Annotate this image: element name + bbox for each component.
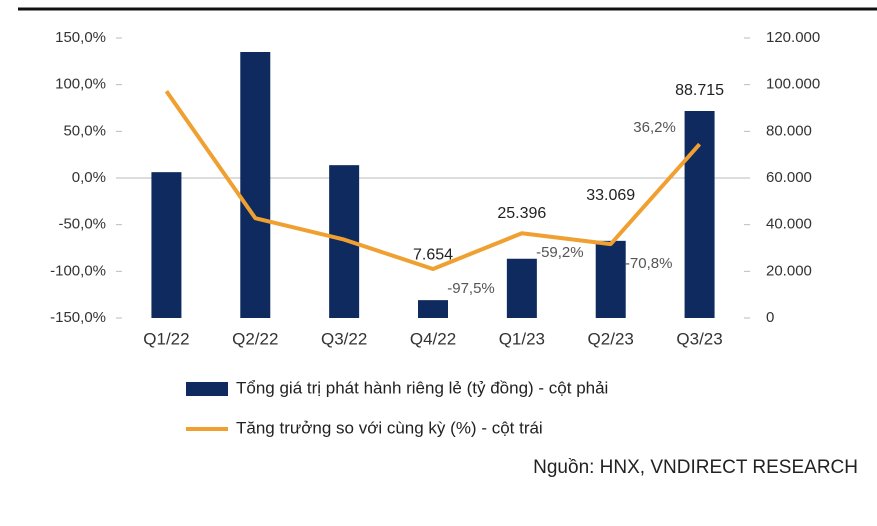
x-tick-label: Q1/22 — [143, 329, 189, 348]
line — [164, 90, 702, 271]
bar — [240, 52, 271, 318]
y-tick-label: -100,0% — [50, 262, 106, 279]
line-label: -70,8% — [625, 255, 673, 272]
x-tick-label: Q1/23 — [499, 329, 545, 348]
y-tick-label: 150,0% — [55, 29, 106, 46]
y-tick-label: -150,0% — [50, 309, 106, 326]
y-tick-label: -50,0% — [58, 216, 106, 233]
y2-tick-label: 80.000 — [766, 122, 812, 139]
x-tick-label: Q3/22 — [321, 329, 367, 348]
x-tick-label: Q3/23 — [676, 329, 722, 348]
y2-tick-label: 0 — [766, 309, 774, 326]
y2-tick-label: 60.000 — [766, 169, 812, 186]
line-label: 36,2% — [633, 119, 676, 136]
x-tick-label: Q2/22 — [232, 329, 278, 348]
line-label: -97,5% — [447, 280, 495, 297]
bar-label: 25.396 — [497, 205, 546, 222]
bar — [506, 258, 537, 318]
x-tick-label: Q2/23 — [588, 329, 634, 348]
x-tick-label: Q4/22 — [410, 329, 456, 348]
bar — [151, 172, 182, 318]
source: Nguồn: HNX, VNDIRECT RESEARCH — [533, 457, 858, 478]
legend-label: Tổng giá trị phát hành riêng lẻ (tỷ đồng… — [236, 378, 608, 397]
y2-tick-label: 20.000 — [766, 262, 812, 279]
bar-label: 33.069 — [586, 187, 635, 204]
bar-label: 88.715 — [675, 82, 724, 99]
legend-swatch — [186, 382, 228, 396]
bar — [684, 110, 715, 318]
y2-tick-label: 120.000 — [766, 29, 820, 46]
bar — [418, 300, 448, 318]
bar — [595, 240, 626, 318]
y-tick-label: 100,0% — [55, 76, 106, 93]
y2-tick-label: 100.000 — [766, 76, 820, 93]
bar-label: 7.654 — [413, 246, 453, 263]
legend-label: Tăng trưởng so với cùng kỳ (%) - cột trá… — [236, 418, 543, 437]
y-tick-label: 50,0% — [63, 122, 106, 139]
y-tick-label: 0,0% — [72, 169, 106, 186]
line-label: -59,2% — [536, 244, 584, 261]
y2-tick-label: 40.000 — [766, 216, 812, 233]
